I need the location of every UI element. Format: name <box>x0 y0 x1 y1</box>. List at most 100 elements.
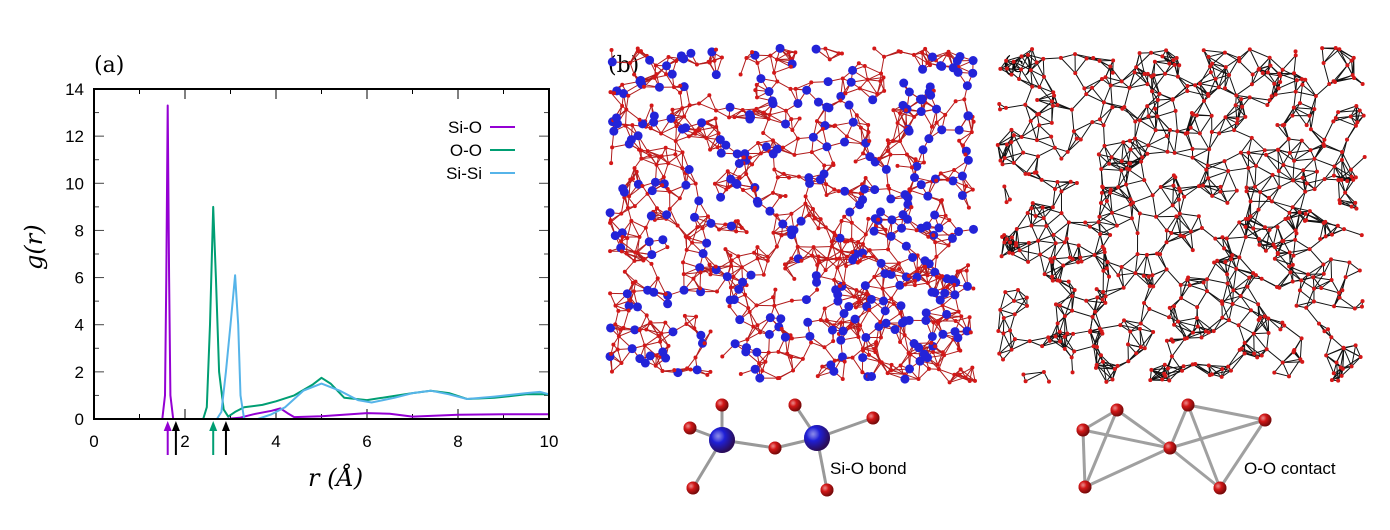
bond <box>1241 97 1251 108</box>
si-atom <box>957 190 967 200</box>
o-atom <box>850 355 855 360</box>
bond <box>1063 257 1081 266</box>
bond <box>614 324 620 337</box>
bond <box>1187 132 1193 150</box>
bond <box>727 170 740 178</box>
bond <box>753 252 768 258</box>
bond <box>1292 102 1301 116</box>
o-atom <box>906 273 911 278</box>
bond <box>1240 277 1250 297</box>
o-atom <box>728 253 733 258</box>
bond <box>997 144 1001 161</box>
o-atom <box>849 237 854 242</box>
bond <box>624 260 635 273</box>
si-atom <box>658 235 668 245</box>
bond <box>1213 262 1228 275</box>
o-atom <box>931 320 936 325</box>
bond <box>1274 372 1290 377</box>
o-atom <box>688 367 693 372</box>
bond <box>1150 373 1165 381</box>
bond <box>867 72 882 81</box>
bond <box>1333 116 1351 122</box>
o-atom <box>823 46 828 51</box>
bond <box>1232 303 1252 311</box>
bond <box>1139 119 1156 131</box>
o-atom <box>708 147 713 152</box>
si-atom <box>738 277 748 287</box>
bond <box>960 368 976 382</box>
o-atom <box>875 91 880 96</box>
si-atom <box>775 43 785 53</box>
bond <box>1148 144 1168 153</box>
si-atom <box>831 285 841 295</box>
bond <box>1057 104 1072 111</box>
o-atom <box>697 101 702 106</box>
bond <box>669 191 681 199</box>
bond <box>1117 170 1122 188</box>
bond <box>1039 86 1053 102</box>
si-atom <box>667 69 677 79</box>
bond <box>1177 76 1188 87</box>
bond <box>1292 239 1296 256</box>
bond <box>1208 170 1229 179</box>
o-atom <box>842 214 847 219</box>
bond <box>943 339 954 356</box>
bond <box>675 135 690 142</box>
si-atom <box>934 223 944 233</box>
bond <box>1099 234 1104 247</box>
bond <box>639 322 651 331</box>
bond <box>757 246 768 258</box>
bond <box>625 109 627 126</box>
bond <box>1014 305 1028 315</box>
bond <box>715 110 730 118</box>
bond <box>647 147 666 152</box>
o-atom <box>673 139 678 144</box>
o-atom <box>641 84 646 89</box>
bond <box>758 352 770 364</box>
legend-label: O-O <box>450 141 482 160</box>
bond <box>1267 318 1281 330</box>
si-atom <box>886 231 896 241</box>
o-atom <box>684 247 689 252</box>
bond <box>1314 145 1325 160</box>
o-atom <box>896 49 901 54</box>
o-atom <box>952 282 957 287</box>
bond <box>820 319 834 326</box>
bond <box>1205 317 1223 332</box>
x-tick-label: 0 <box>89 432 98 451</box>
o-atom <box>926 366 931 371</box>
bond <box>932 351 939 365</box>
bond <box>862 348 876 353</box>
bond <box>1172 85 1188 101</box>
bond <box>1039 86 1054 93</box>
o-atom <box>608 249 613 254</box>
bond <box>1032 202 1053 208</box>
si-atom <box>679 285 689 295</box>
o-atom <box>693 128 698 133</box>
o-atom <box>914 228 919 233</box>
bond <box>1053 242 1066 259</box>
o-atom <box>878 335 883 340</box>
bond <box>1211 63 1217 79</box>
bond <box>1068 221 1091 228</box>
bond <box>1123 106 1136 122</box>
bond <box>1036 91 1054 101</box>
o-atom <box>793 86 798 91</box>
si-atom <box>931 104 941 114</box>
o-atom <box>783 193 788 198</box>
bond <box>1055 323 1059 337</box>
si-atom <box>876 258 886 268</box>
o-atom <box>754 106 759 111</box>
bond <box>1009 330 1013 350</box>
o-atom <box>843 91 848 96</box>
o-atom <box>693 131 698 136</box>
bond <box>1294 158 1315 162</box>
bond <box>834 125 848 137</box>
bond <box>868 354 881 363</box>
bond <box>1177 76 1188 92</box>
si-atom <box>803 317 813 327</box>
o-atom <box>666 54 671 59</box>
bond <box>1059 289 1076 306</box>
o-atom <box>882 54 887 59</box>
bond <box>1251 137 1266 151</box>
